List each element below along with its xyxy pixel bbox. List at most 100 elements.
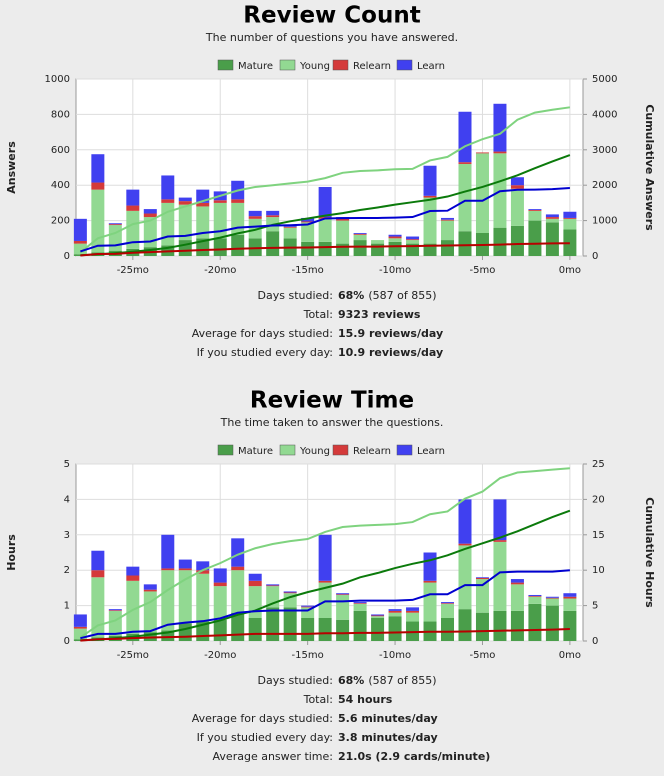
legend-label: Relearn — [353, 61, 391, 72]
bar-segment — [510, 610, 524, 641]
stat-value-bold: 10.9 reviews/day — [338, 346, 443, 359]
bar-segment — [196, 202, 210, 207]
bar-segment — [196, 570, 210, 574]
bar-segment — [161, 534, 175, 569]
bar-segment — [441, 603, 455, 604]
bar-segment — [475, 612, 489, 641]
stat-value: 3.8 minutes/day — [338, 731, 438, 744]
stat-value: 54 hours — [338, 693, 393, 706]
bar-segment — [161, 202, 175, 246]
bar-segment — [336, 243, 350, 256]
bar-segment — [266, 585, 280, 587]
bar-segment — [458, 162, 472, 164]
bar-segment — [545, 596, 559, 598]
bar-segment — [213, 582, 227, 587]
bar-segment — [73, 243, 87, 255]
bar-segment — [510, 579, 524, 583]
bar-segment — [510, 185, 524, 189]
bar-segment — [563, 596, 577, 599]
bar-segment — [143, 213, 157, 218]
bar-segment — [301, 617, 315, 641]
stat-label: Average for days studied: — [192, 712, 333, 725]
stat-value-bold: 68% — [338, 674, 364, 687]
legend-swatch — [332, 444, 349, 456]
bar-segment — [493, 103, 507, 152]
legend-label: Learn — [417, 446, 445, 457]
y-tick-label: 200 — [51, 216, 70, 227]
bar-segment — [248, 573, 262, 581]
bar-segment — [441, 617, 455, 641]
bar-segment — [545, 597, 559, 599]
x-tick-label: 0mo — [559, 265, 581, 276]
bar-segment — [475, 577, 489, 580]
bar-segment — [458, 609, 472, 641]
y2-tick-label: 25 — [592, 459, 605, 470]
bar-segment — [528, 594, 542, 597]
chart-title: Review Time — [250, 388, 414, 414]
bar-segment — [353, 234, 367, 241]
bar-segment — [283, 592, 297, 594]
bar-segment — [423, 197, 437, 244]
bar-segment — [161, 175, 175, 200]
bar-segment — [510, 188, 524, 226]
bar-segment — [248, 216, 262, 219]
bar-segment — [371, 240, 385, 244]
stat-value-bold: 9323 reviews — [338, 308, 421, 321]
y2-axis-title: Cumulative Answers — [643, 104, 656, 231]
stat-label: Total: — [303, 308, 333, 321]
y2-tick-label: 1000 — [592, 216, 617, 227]
bar-segment — [441, 602, 455, 604]
bar-segment — [248, 210, 262, 217]
bar-segment — [493, 610, 507, 641]
bar-segment — [493, 499, 507, 541]
bar-segment — [248, 218, 262, 239]
bar-segment — [126, 205, 140, 211]
bar-segment — [266, 231, 280, 256]
bar-segment — [266, 215, 280, 218]
bar-segment — [91, 182, 105, 190]
bar-segment — [441, 217, 455, 220]
bar-segment — [318, 582, 332, 618]
stat-value-bold: 5.6 minutes/day — [338, 712, 438, 725]
bar-segment — [196, 206, 210, 239]
cumulative-line — [80, 187, 570, 253]
bar-segment — [336, 619, 350, 641]
bar-segment — [178, 197, 192, 202]
y-tick-label: 2 — [64, 565, 70, 576]
bar-segment — [91, 577, 105, 638]
bar-segment — [126, 575, 140, 581]
stat-label: Days studied: — [258, 674, 333, 687]
bar-segment — [510, 177, 524, 186]
bar-segment — [248, 586, 262, 618]
bar-segment — [231, 202, 245, 235]
bar-segment — [213, 568, 227, 583]
bar-segment — [510, 225, 524, 256]
bar-segment — [388, 610, 402, 613]
bar-segment — [406, 610, 420, 613]
x-tick-label: -5mo — [470, 650, 496, 661]
bar-segment — [283, 227, 297, 239]
stat-label: Total: — [303, 693, 333, 706]
bar-segment — [161, 568, 175, 571]
stat-label: Average answer time: — [213, 750, 333, 763]
legend-swatch — [396, 59, 413, 71]
bar-segment — [336, 594, 350, 620]
y-axis-title: Answers — [5, 141, 18, 194]
y-tick-label: 0 — [64, 251, 70, 262]
bar-segment — [441, 603, 455, 618]
bar-segment — [283, 226, 297, 228]
stat-value: 15.9 reviews/day — [338, 327, 443, 340]
bar-segment — [301, 222, 315, 242]
bar-segment — [318, 241, 332, 256]
bar-segment — [336, 594, 350, 595]
bar-segment — [178, 568, 192, 571]
y-tick-label: 800 — [51, 109, 70, 120]
bar-segment — [545, 217, 559, 219]
bar-segment — [406, 240, 420, 244]
bar-segment — [406, 607, 420, 611]
bar-segment — [178, 559, 192, 569]
bar-segment — [353, 240, 367, 256]
legend-label: Mature — [238, 446, 273, 457]
stat-value: 5.6 minutes/day — [338, 712, 438, 725]
stat-value: 9323 reviews — [338, 308, 421, 321]
